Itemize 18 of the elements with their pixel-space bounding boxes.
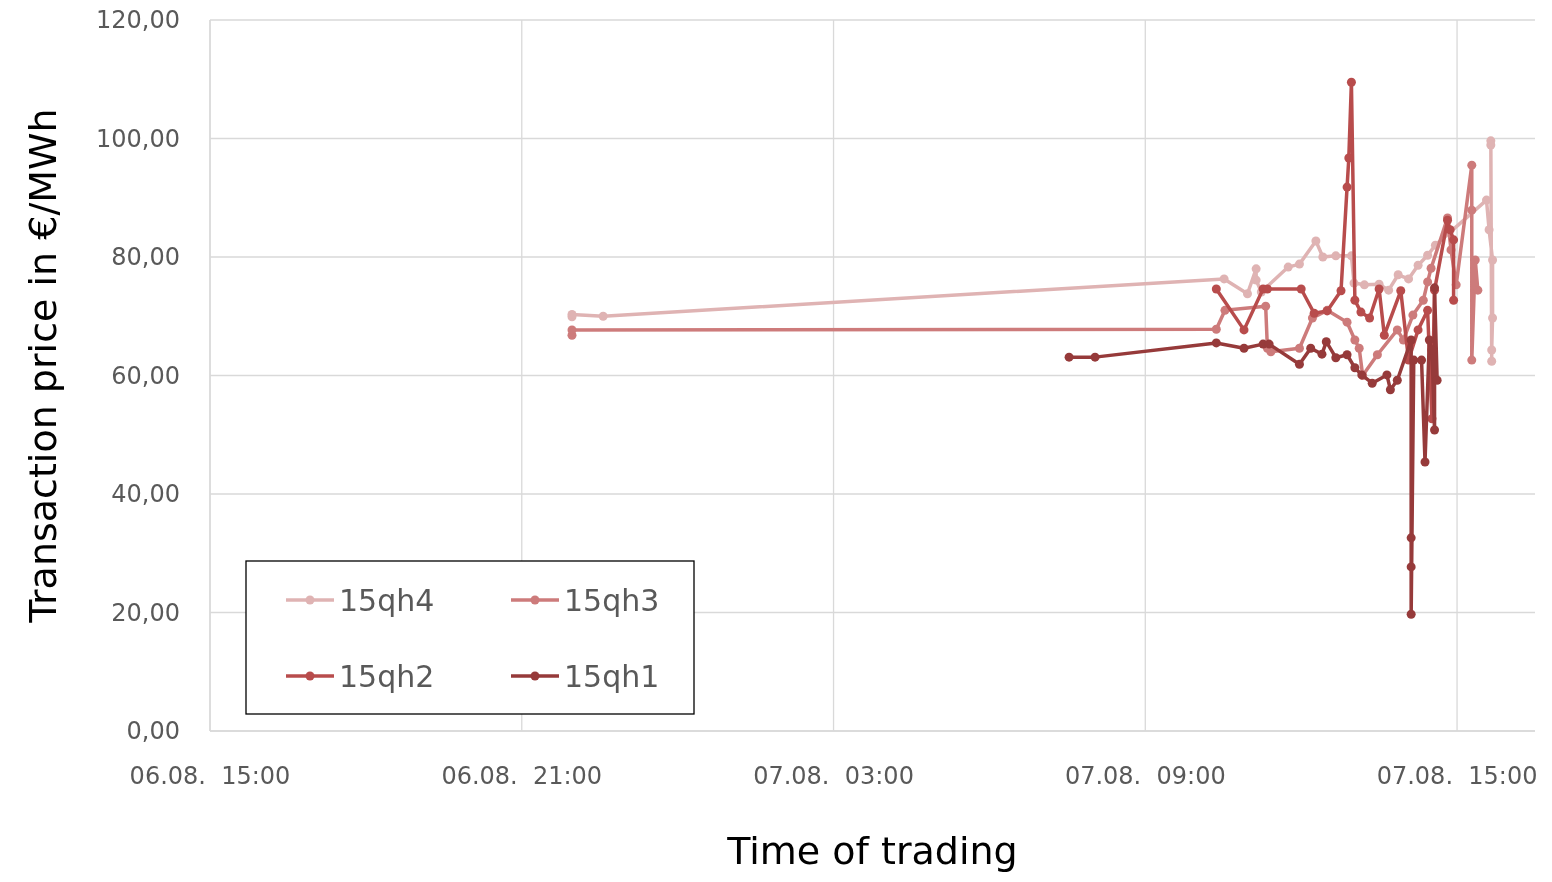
x-tick-label: 07.08. 15:00 [1376,762,1538,790]
x-tick-label: 06.08. 21:00 [441,762,603,790]
y-tick-label: 0,00 [126,717,180,746]
y-tick-label: 100,00 [96,124,180,153]
y-tick-label: 20,00 [111,598,180,627]
legend-label: 15qh1 [564,658,660,694]
x-axis-title: Time of trading [726,829,1018,873]
y-tick-label: 80,00 [111,243,180,272]
legend-label: 15qh3 [564,582,660,618]
y-tick-label: 120,00 [96,6,180,35]
legend-label: 15qh2 [339,658,435,694]
y-tick-label: 60,00 [111,361,180,390]
y-axis-title: Transaction price in €/MWh [21,108,65,624]
x-tick-label: 06.08. 15:00 [129,762,291,790]
legend-label: 15qh4 [339,582,435,618]
y-tick-label: 40,00 [111,480,180,509]
x-tick-label: 07.08. 09:00 [1064,762,1226,790]
x-tick-label: 07.08. 03:00 [753,762,914,790]
